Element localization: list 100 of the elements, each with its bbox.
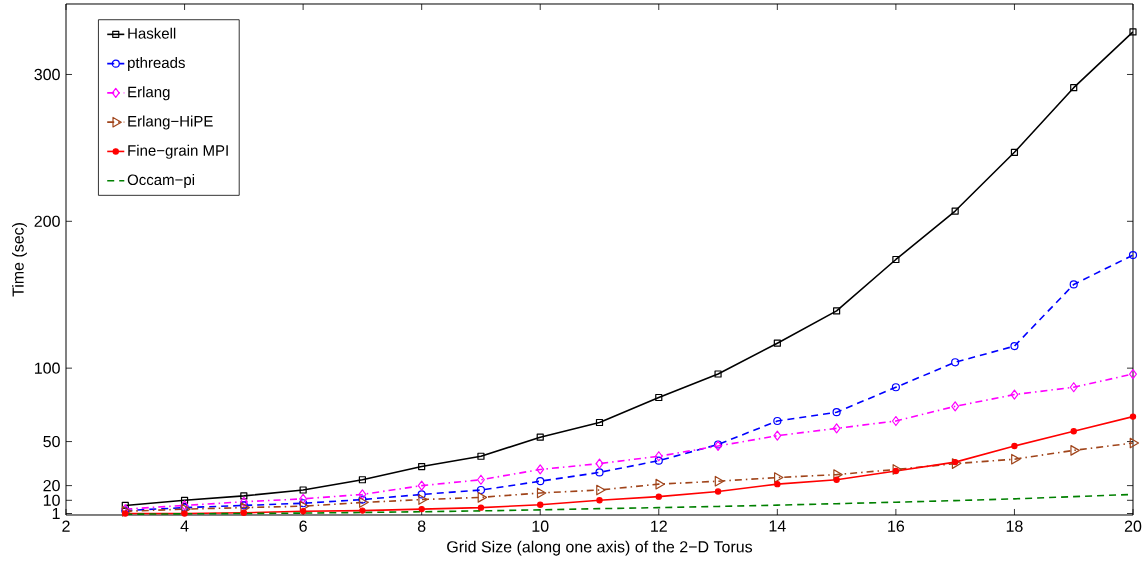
point bbox=[122, 510, 129, 517]
point bbox=[418, 494, 428, 505]
point bbox=[240, 509, 248, 516]
point bbox=[596, 497, 603, 504]
point bbox=[714, 475, 725, 487]
point bbox=[773, 472, 784, 483]
y-tick-label: 200 bbox=[34, 215, 60, 227]
point bbox=[299, 493, 308, 504]
point bbox=[833, 476, 840, 483]
point bbox=[299, 500, 310, 512]
point bbox=[655, 493, 662, 500]
point bbox=[476, 474, 485, 485]
legend-label: pthreads bbox=[128, 56, 185, 71]
point bbox=[1070, 445, 1080, 456]
point bbox=[1069, 280, 1078, 289]
point bbox=[595, 458, 604, 469]
point bbox=[417, 480, 426, 491]
point bbox=[358, 476, 366, 484]
point bbox=[654, 451, 663, 462]
point bbox=[892, 255, 900, 264]
point bbox=[1011, 453, 1021, 465]
point bbox=[655, 393, 663, 402]
point bbox=[299, 499, 308, 508]
x-tick-label: 6 bbox=[299, 520, 307, 532]
point bbox=[181, 510, 188, 517]
x-tick-label: 20 bbox=[1124, 520, 1142, 532]
point bbox=[833, 469, 843, 480]
point bbox=[1010, 389, 1019, 400]
point bbox=[358, 495, 367, 504]
y-tick-label: 20 bbox=[43, 479, 60, 492]
point bbox=[595, 418, 604, 427]
point bbox=[537, 501, 544, 508]
point bbox=[536, 464, 545, 475]
point bbox=[1129, 28, 1137, 36]
point bbox=[714, 488, 722, 495]
point bbox=[1128, 250, 1138, 260]
x-tick-label: 10 bbox=[532, 520, 549, 532]
x-tick-label: 2 bbox=[62, 520, 70, 532]
point bbox=[951, 358, 960, 367]
point bbox=[477, 492, 488, 503]
point bbox=[1010, 342, 1019, 351]
point bbox=[832, 408, 841, 417]
point bbox=[714, 370, 722, 378]
x-axis-title: Grid Size (along one axis) of the 2−D Torus bbox=[447, 540, 753, 556]
point bbox=[891, 383, 900, 392]
point bbox=[1069, 382, 1078, 393]
y-tick-label: 300 bbox=[34, 68, 60, 81]
point bbox=[477, 452, 485, 460]
x-tick-label: 18 bbox=[1006, 520, 1023, 532]
y-tick-label: 50 bbox=[43, 435, 60, 448]
point bbox=[536, 487, 547, 499]
point bbox=[240, 502, 250, 514]
point bbox=[832, 423, 841, 434]
legend-label: Erlang bbox=[128, 86, 170, 101]
x-tick-label: 14 bbox=[769, 520, 786, 532]
point bbox=[536, 477, 545, 486]
x-tick-label: 4 bbox=[180, 520, 189, 532]
point bbox=[418, 505, 425, 513]
point bbox=[477, 504, 485, 511]
point bbox=[773, 339, 781, 347]
y-tick-label: 1 bbox=[52, 508, 60, 520]
y-tick-label: 10 bbox=[43, 494, 60, 506]
point bbox=[654, 456, 663, 465]
legend-label: Fine−grain MPI bbox=[128, 144, 228, 159]
point bbox=[833, 307, 841, 315]
point bbox=[121, 501, 129, 510]
point bbox=[299, 486, 307, 494]
point bbox=[1129, 413, 1137, 420]
point bbox=[773, 416, 782, 426]
point bbox=[1011, 442, 1018, 450]
point bbox=[596, 484, 606, 496]
point bbox=[1070, 84, 1078, 92]
point bbox=[476, 485, 486, 495]
y-axis-title: Time (sec) bbox=[12, 223, 27, 297]
point bbox=[536, 433, 544, 441]
x-tick-label: 12 bbox=[651, 520, 667, 532]
point bbox=[595, 468, 604, 477]
point bbox=[417, 490, 426, 499]
x-tick-label: 8 bbox=[417, 520, 426, 532]
x-tick-label: 16 bbox=[888, 520, 905, 532]
y-tick-label: 100 bbox=[35, 362, 60, 374]
point bbox=[1129, 437, 1140, 449]
point bbox=[418, 462, 426, 471]
point bbox=[773, 430, 782, 441]
point bbox=[891, 415, 900, 427]
point bbox=[240, 492, 248, 500]
point bbox=[358, 489, 367, 500]
point bbox=[299, 508, 307, 515]
point bbox=[1070, 428, 1077, 435]
point bbox=[951, 401, 960, 412]
legend-label: Haskell bbox=[128, 27, 176, 39]
point bbox=[180, 496, 189, 504]
point bbox=[774, 480, 781, 488]
legend-label: Erlang−HiPE bbox=[128, 115, 213, 130]
point bbox=[951, 207, 959, 215]
point bbox=[655, 478, 665, 490]
point bbox=[359, 497, 369, 508]
point bbox=[239, 496, 248, 507]
legend-label: Occam−pi bbox=[127, 174, 195, 189]
point bbox=[1010, 148, 1019, 156]
